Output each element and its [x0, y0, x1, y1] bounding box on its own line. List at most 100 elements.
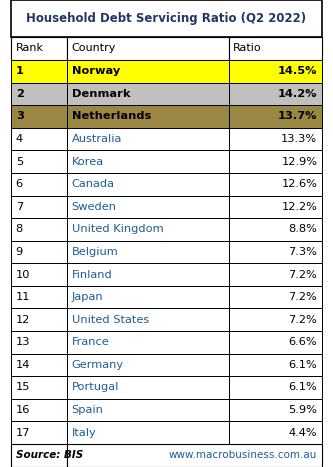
Bar [11, 83, 67, 105]
Bar [229, 105, 322, 128]
Text: 4.4%: 4.4% [289, 428, 317, 438]
Bar [229, 173, 322, 196]
Text: Household Debt Servicing Ratio (Q2 2022): Household Debt Servicing Ratio (Q2 2022) [26, 12, 307, 25]
Text: 6.1%: 6.1% [289, 382, 317, 392]
Bar [67, 263, 229, 286]
Bar [229, 286, 322, 308]
Bar [11, 376, 67, 399]
Bar [11, 308, 67, 331]
Bar [229, 60, 322, 83]
Bar [67, 444, 322, 467]
Bar [11, 196, 67, 218]
Bar [229, 150, 322, 173]
Bar [11, 286, 67, 308]
Text: 7.2%: 7.2% [289, 269, 317, 280]
Bar [229, 37, 322, 60]
Bar [67, 37, 229, 60]
Bar [67, 399, 229, 421]
Text: 14.2%: 14.2% [278, 89, 317, 99]
Bar [229, 376, 322, 399]
Bar [67, 128, 229, 150]
Bar [11, 331, 67, 354]
Text: United States: United States [72, 315, 149, 325]
Bar [67, 173, 229, 196]
Text: France: France [72, 337, 110, 347]
Text: 8: 8 [16, 225, 23, 234]
Text: Italy: Italy [72, 428, 97, 438]
Bar [229, 354, 322, 376]
Text: Country: Country [72, 43, 116, 54]
Bar [11, 37, 67, 60]
Text: 12: 12 [16, 315, 30, 325]
Bar [67, 105, 229, 128]
Text: 6.6%: 6.6% [289, 337, 317, 347]
Text: 4: 4 [16, 134, 23, 144]
Text: Finland: Finland [72, 269, 113, 280]
Text: Belgium: Belgium [72, 247, 119, 257]
Text: 7.2%: 7.2% [289, 315, 317, 325]
Text: 7.3%: 7.3% [288, 247, 317, 257]
Text: Sweden: Sweden [72, 202, 117, 212]
Bar [67, 308, 229, 331]
Text: Spain: Spain [72, 405, 104, 415]
Bar [11, 218, 67, 241]
Bar [11, 263, 67, 286]
Text: Norway: Norway [72, 66, 120, 76]
Text: 17: 17 [16, 428, 30, 438]
Bar [67, 286, 229, 308]
Text: Netherlands: Netherlands [72, 112, 151, 121]
Text: 6.1%: 6.1% [289, 360, 317, 370]
Text: 14: 14 [16, 360, 30, 370]
Text: 3: 3 [16, 112, 24, 121]
Text: 8.8%: 8.8% [288, 225, 317, 234]
Text: 13.7%: 13.7% [278, 112, 317, 121]
Bar [11, 0, 322, 37]
Text: Source: BIS: Source: BIS [16, 451, 83, 460]
Text: 7: 7 [16, 202, 23, 212]
Bar [67, 331, 229, 354]
Text: 7.2%: 7.2% [289, 292, 317, 302]
Text: United Kingdom: United Kingdom [72, 225, 163, 234]
Bar [229, 399, 322, 421]
Bar [11, 128, 67, 150]
Text: Denmark: Denmark [72, 89, 130, 99]
Bar [229, 421, 322, 444]
Text: Japan: Japan [72, 292, 103, 302]
Text: 9: 9 [16, 247, 23, 257]
Text: 12.6%: 12.6% [281, 179, 317, 189]
Text: Germany: Germany [72, 360, 124, 370]
Bar [11, 173, 67, 196]
Text: 15: 15 [16, 382, 30, 392]
Text: Canada: Canada [72, 179, 115, 189]
Bar [67, 354, 229, 376]
Text: 14.5%: 14.5% [278, 66, 317, 76]
Bar [67, 218, 229, 241]
Bar [67, 376, 229, 399]
Bar [67, 421, 229, 444]
Bar [67, 241, 229, 263]
Text: Ratio: Ratio [233, 43, 262, 54]
Bar [11, 399, 67, 421]
Bar [229, 83, 322, 105]
Text: 13.3%: 13.3% [281, 134, 317, 144]
Text: 12.9%: 12.9% [281, 156, 317, 167]
Bar [11, 241, 67, 263]
Text: 1: 1 [16, 66, 24, 76]
Text: 2: 2 [16, 89, 24, 99]
Bar [11, 421, 67, 444]
Bar [11, 444, 67, 467]
Text: 13: 13 [16, 337, 30, 347]
Text: 11: 11 [16, 292, 30, 302]
Bar [229, 128, 322, 150]
Bar [67, 60, 229, 83]
Text: 16: 16 [16, 405, 30, 415]
Bar [229, 241, 322, 263]
Bar [67, 196, 229, 218]
Text: 6: 6 [16, 179, 23, 189]
Bar [229, 196, 322, 218]
Text: 10: 10 [16, 269, 30, 280]
Bar [67, 150, 229, 173]
Text: Portugal: Portugal [72, 382, 119, 392]
Bar [229, 218, 322, 241]
Text: Korea: Korea [72, 156, 104, 167]
